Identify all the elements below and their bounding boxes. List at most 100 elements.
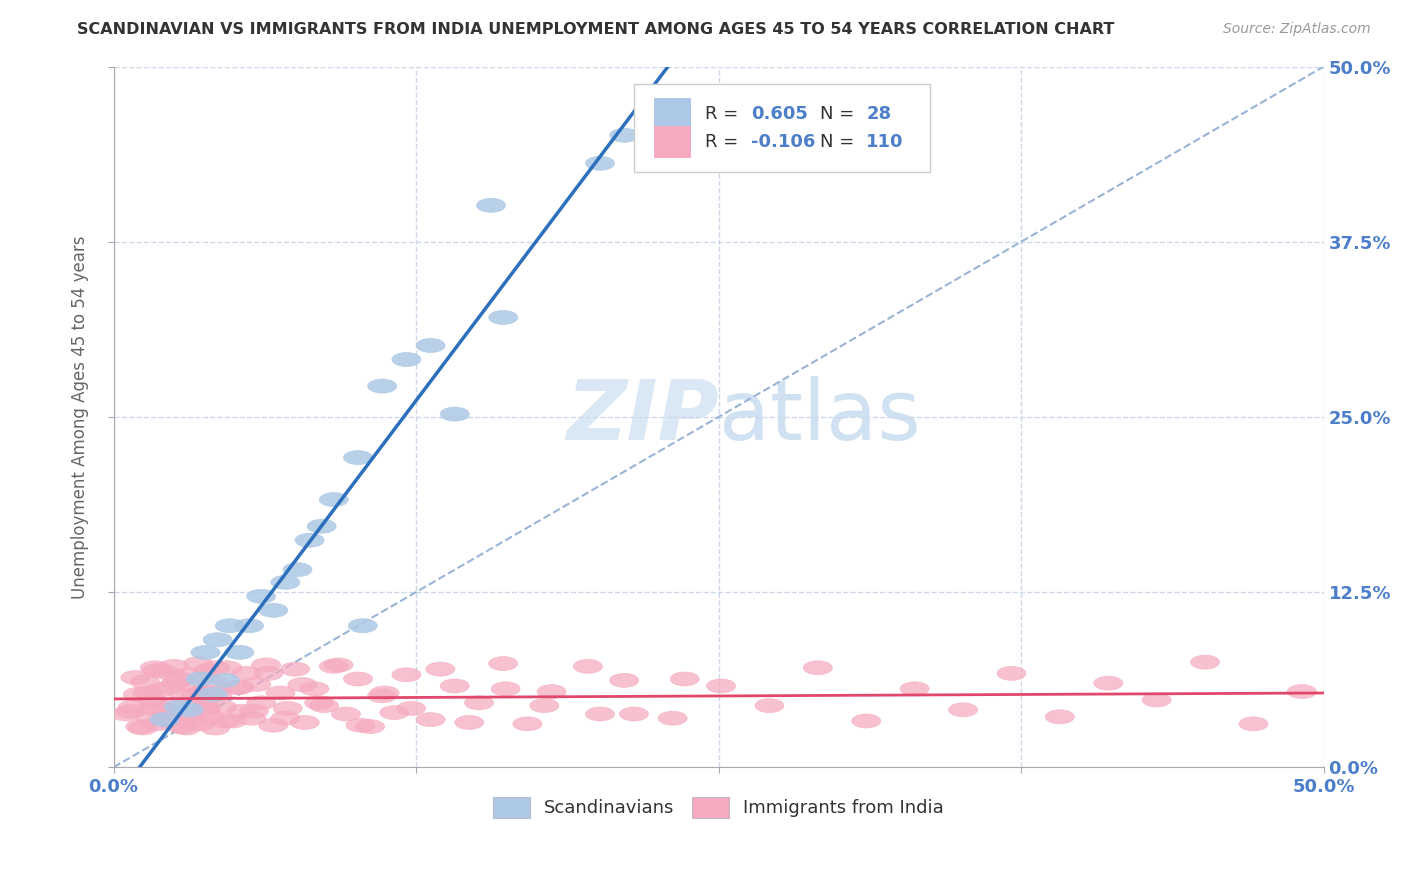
Text: 0.605: 0.605 (751, 105, 808, 123)
Ellipse shape (242, 678, 271, 691)
Ellipse shape (184, 657, 212, 671)
Ellipse shape (172, 721, 201, 735)
Ellipse shape (152, 714, 181, 728)
Ellipse shape (128, 721, 157, 735)
Text: 28: 28 (866, 105, 891, 123)
Ellipse shape (416, 713, 446, 727)
Ellipse shape (121, 671, 150, 684)
Ellipse shape (172, 706, 201, 720)
Ellipse shape (157, 698, 186, 713)
Ellipse shape (325, 658, 353, 672)
Ellipse shape (1142, 693, 1171, 707)
Ellipse shape (198, 674, 228, 689)
Ellipse shape (211, 673, 239, 688)
Ellipse shape (658, 711, 688, 725)
Text: SCANDINAVIAN VS IMMIGRANTS FROM INDIA UNEMPLOYMENT AMONG AGES 45 TO 54 YEARS COR: SCANDINAVIAN VS IMMIGRANTS FROM INDIA UN… (77, 22, 1115, 37)
Ellipse shape (238, 711, 266, 725)
Ellipse shape (305, 696, 333, 710)
Ellipse shape (232, 666, 262, 681)
Ellipse shape (134, 686, 162, 700)
Ellipse shape (343, 450, 373, 465)
Ellipse shape (949, 703, 977, 717)
Ellipse shape (574, 659, 602, 673)
Ellipse shape (273, 701, 302, 715)
Ellipse shape (392, 668, 420, 681)
Ellipse shape (118, 700, 148, 714)
Ellipse shape (141, 661, 169, 674)
Legend: Scandinavians, Immigrants from India: Scandinavians, Immigrants from India (486, 789, 950, 825)
Ellipse shape (349, 619, 377, 632)
Ellipse shape (319, 492, 349, 507)
Ellipse shape (124, 688, 152, 701)
Ellipse shape (299, 681, 329, 696)
Ellipse shape (537, 684, 567, 698)
Ellipse shape (259, 718, 288, 732)
Ellipse shape (239, 704, 269, 718)
Ellipse shape (145, 683, 174, 698)
Ellipse shape (201, 721, 229, 735)
Ellipse shape (201, 661, 229, 674)
Ellipse shape (755, 698, 785, 713)
Ellipse shape (309, 698, 339, 713)
Ellipse shape (477, 198, 506, 212)
Text: N =: N = (820, 105, 860, 123)
Ellipse shape (1094, 676, 1123, 690)
Ellipse shape (111, 707, 141, 721)
Ellipse shape (489, 657, 517, 671)
Ellipse shape (174, 703, 202, 717)
Text: N =: N = (820, 133, 860, 151)
Ellipse shape (620, 707, 648, 721)
Ellipse shape (491, 681, 520, 696)
Ellipse shape (115, 704, 145, 718)
Ellipse shape (332, 707, 360, 721)
Ellipse shape (392, 352, 420, 367)
Ellipse shape (254, 666, 283, 681)
Ellipse shape (290, 715, 319, 730)
Ellipse shape (165, 700, 194, 714)
FancyBboxPatch shape (654, 126, 690, 158)
Ellipse shape (186, 717, 215, 731)
Ellipse shape (246, 696, 276, 710)
Ellipse shape (464, 696, 494, 710)
Ellipse shape (159, 659, 188, 673)
Ellipse shape (259, 603, 288, 617)
Ellipse shape (174, 668, 202, 681)
Ellipse shape (165, 672, 194, 686)
Ellipse shape (252, 658, 281, 672)
Ellipse shape (191, 703, 219, 717)
Ellipse shape (426, 662, 454, 676)
Ellipse shape (222, 681, 252, 694)
Ellipse shape (167, 720, 195, 733)
Ellipse shape (271, 575, 299, 590)
Ellipse shape (152, 710, 181, 723)
Ellipse shape (319, 659, 349, 673)
Ellipse shape (215, 619, 245, 632)
Ellipse shape (246, 590, 276, 603)
FancyBboxPatch shape (654, 98, 690, 129)
Ellipse shape (454, 715, 484, 730)
Ellipse shape (295, 533, 325, 548)
Ellipse shape (307, 519, 336, 533)
Text: R =: R = (706, 133, 744, 151)
Text: 110: 110 (866, 133, 904, 151)
Ellipse shape (367, 689, 396, 703)
Ellipse shape (138, 701, 167, 715)
Ellipse shape (162, 674, 191, 689)
Ellipse shape (585, 707, 614, 721)
FancyBboxPatch shape (634, 84, 931, 171)
Ellipse shape (440, 679, 470, 693)
Ellipse shape (131, 674, 159, 689)
Ellipse shape (343, 672, 373, 686)
Ellipse shape (1239, 717, 1268, 731)
Ellipse shape (179, 679, 208, 693)
Ellipse shape (211, 714, 239, 728)
Ellipse shape (440, 407, 470, 421)
Ellipse shape (169, 689, 198, 703)
Ellipse shape (208, 700, 238, 714)
Y-axis label: Unemployment Among Ages 45 to 54 years: Unemployment Among Ages 45 to 54 years (72, 235, 89, 599)
Ellipse shape (194, 664, 222, 678)
Ellipse shape (346, 718, 375, 732)
Ellipse shape (380, 706, 409, 720)
Ellipse shape (396, 701, 426, 715)
Ellipse shape (489, 310, 517, 325)
